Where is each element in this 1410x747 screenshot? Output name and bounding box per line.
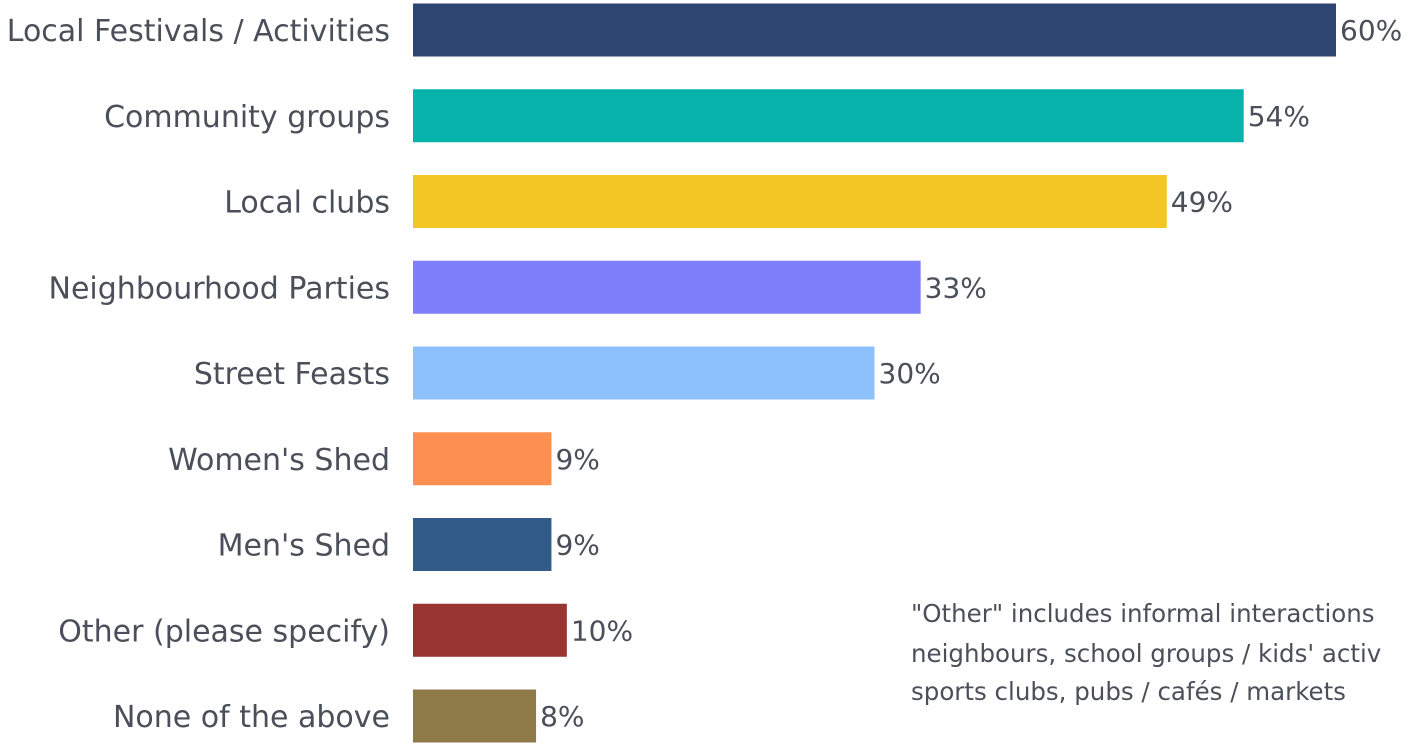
category-label-women-s-shed: Women's Shed — [168, 443, 390, 478]
value-label-local-festivals-activities: 60% — [1340, 14, 1402, 47]
bar-none-of-the-above — [413, 689, 537, 743]
category-labels: Local Festivals / Activities Community gr… — [7, 14, 390, 735]
value-labels: 60% 54% 49% 33% 30% 9% 9% 10% 8% — [540, 14, 1402, 733]
annotation-note: "Other" includes informal interactions n… — [911, 599, 1381, 706]
category-label-men-s-shed: Men's Shed — [218, 529, 390, 564]
category-label-local-festivals-activities: Local Festivals / Activities — [7, 14, 390, 49]
value-label-community-groups: 54% — [1248, 100, 1310, 133]
value-label-neighbourhood-parties: 33% — [925, 271, 987, 304]
bar-women-s-shed — [413, 432, 552, 486]
annotation-line-1: "Other" includes informal interactions — [911, 599, 1375, 628]
bar-local-festivals-activities — [413, 3, 1336, 57]
category-label-neighbourhood-parties: Neighbourhood Parties — [49, 271, 390, 306]
category-label-community-groups: Community groups — [104, 100, 390, 135]
value-label-street-feasts: 30% — [879, 357, 941, 390]
category-label-none-of-the-above: None of the above — [113, 700, 390, 735]
value-label-other-please-specify: 10% — [571, 614, 633, 647]
value-label-men-s-shed: 9% — [555, 529, 599, 562]
bar-neighbourhood-parties — [413, 260, 921, 314]
category-label-local-clubs: Local clubs — [224, 186, 390, 221]
annotation-line-3: sports clubs, pubs / cafés / markets — [911, 677, 1346, 706]
value-label-local-clubs: 49% — [1171, 186, 1233, 219]
bars-layer — [413, 3, 1336, 743]
category-label-street-feasts: Street Feasts — [194, 357, 390, 392]
bar-community-groups — [413, 89, 1244, 143]
value-label-none-of-the-above: 8% — [540, 700, 584, 733]
bar-men-s-shed — [413, 518, 552, 571]
category-label-other-please-specify: Other (please specify) — [58, 614, 390, 649]
value-label-women-s-shed: 9% — [555, 443, 599, 476]
annotation-line-2: neighbours, school groups / kids' activ — [911, 639, 1381, 668]
bar-other-please-specify — [413, 603, 567, 657]
bar-street-feasts — [413, 346, 875, 400]
bar-local-clubs — [413, 175, 1167, 228]
